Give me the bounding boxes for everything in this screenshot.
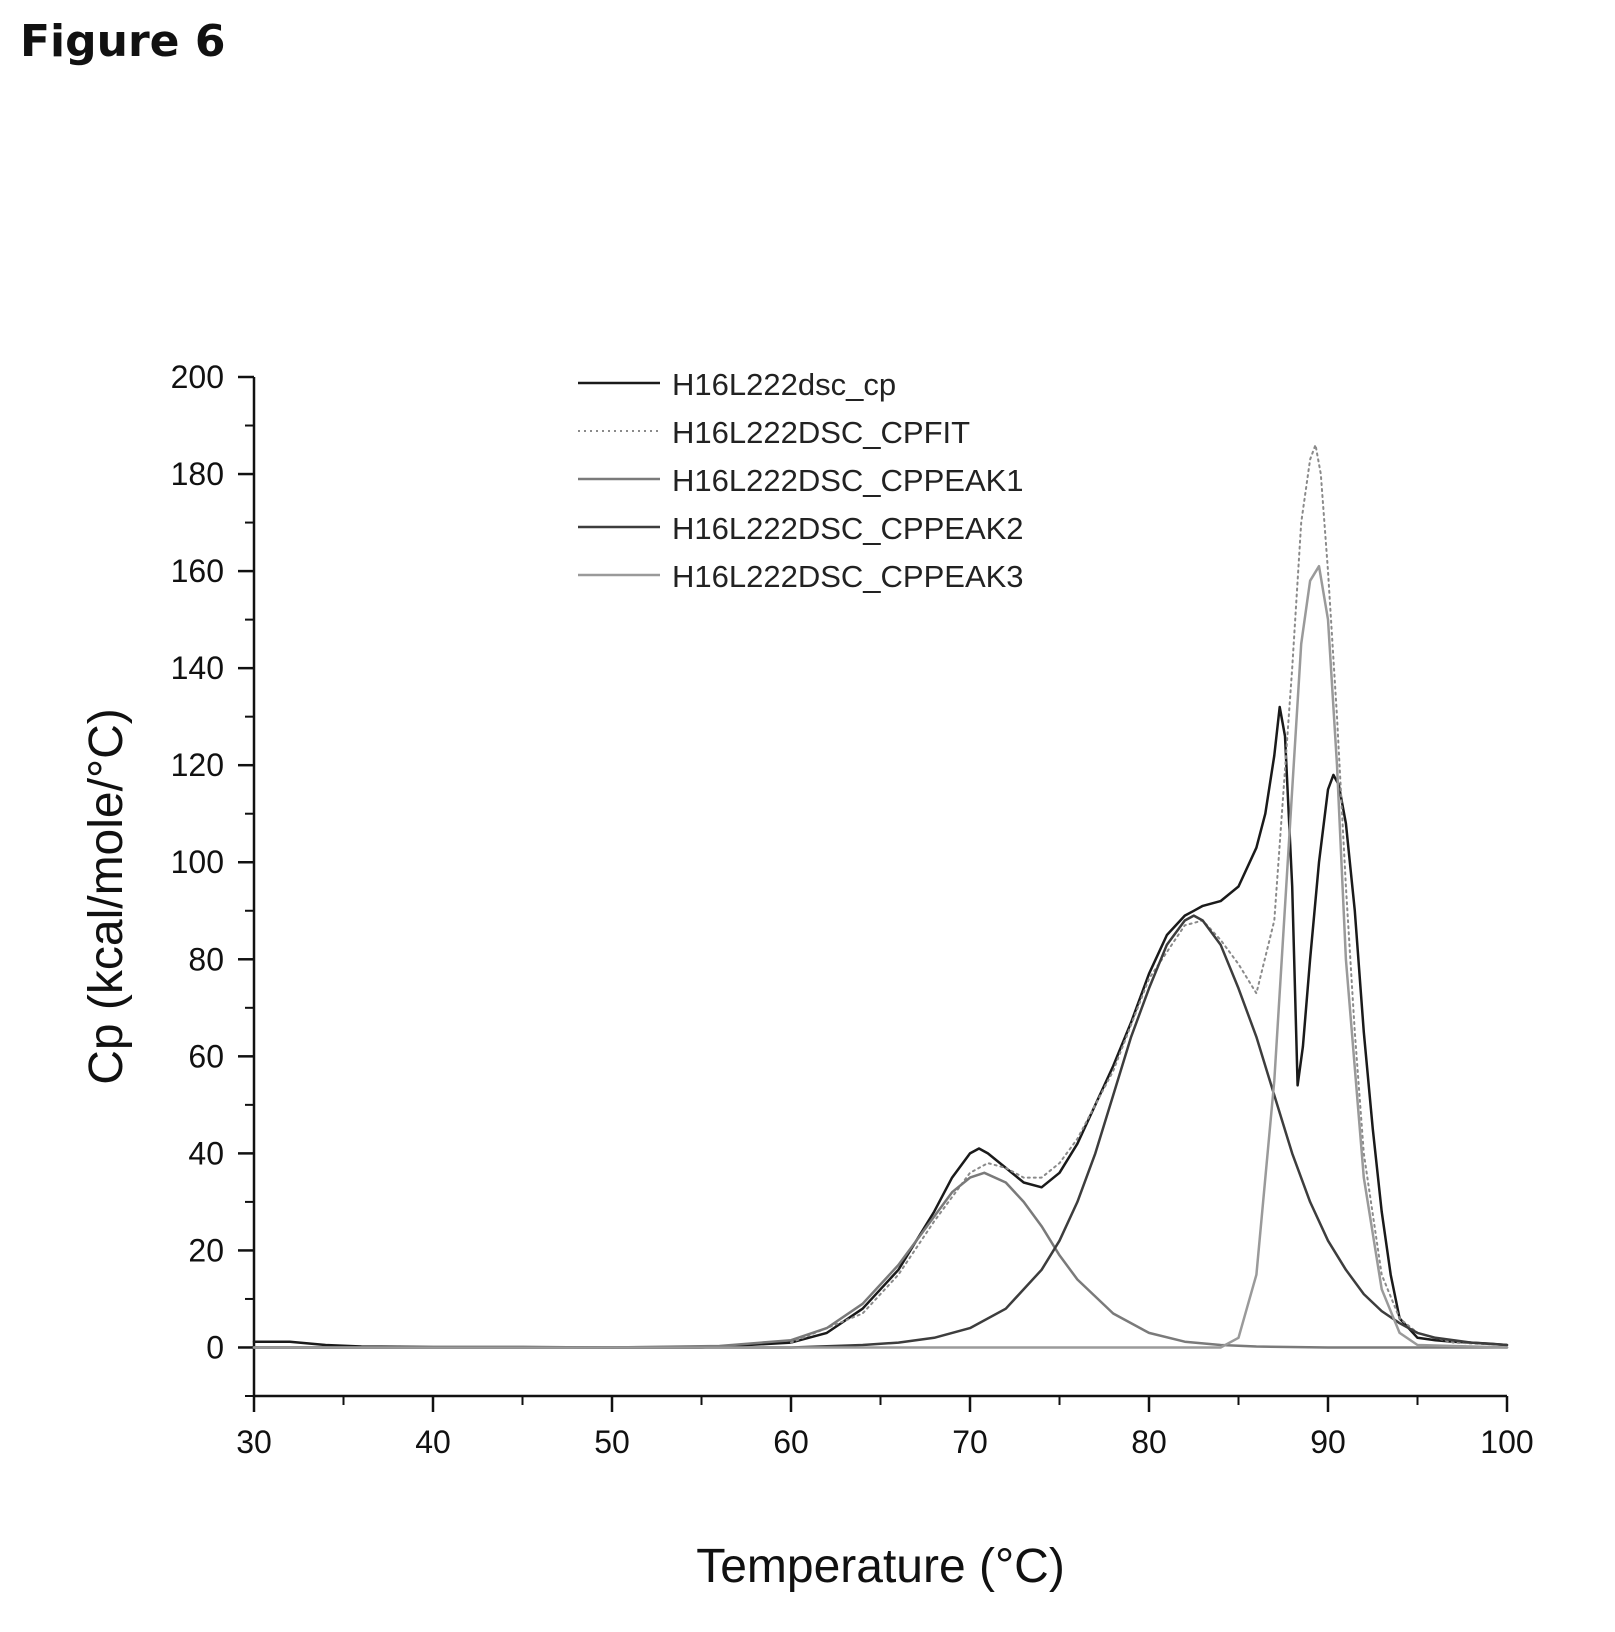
y-tick-label: 100 <box>171 844 224 880</box>
legend-label-3: H16L222DSC_CPPEAK1 <box>672 463 1024 498</box>
y-tick-label: 140 <box>171 650 224 686</box>
legend-label-2: H16L222DSC_CPFIT <box>672 415 970 450</box>
series-lines <box>252 443 1509 1349</box>
y-axis-label: Cp (kcal/mole/°C) <box>80 708 133 1085</box>
series-line-2 <box>790 443 1508 1346</box>
y-tick-label: 180 <box>171 456 224 492</box>
series-line-5 <box>252 564 1509 1349</box>
x-tick-label: 100 <box>1480 1424 1533 1460</box>
y-tick-label: 40 <box>188 1135 224 1171</box>
x-tick-label: 60 <box>773 1424 809 1460</box>
y-tick-label: 60 <box>188 1038 224 1074</box>
ticks: 0 20 40 60 80 100 120 140 160 180 200 30 40 50 60 70 80 9… <box>171 359 1534 1460</box>
legend-label-1: H16L222dsc_cp <box>672 367 896 402</box>
y-tick-label: 160 <box>171 553 224 589</box>
x-tick-label: 80 <box>1131 1424 1167 1460</box>
y-tick-label: 80 <box>188 941 224 977</box>
x-tick-label: 30 <box>236 1424 272 1460</box>
figure-title: Figure 6 <box>20 16 226 67</box>
x-tick-label: 40 <box>415 1424 451 1460</box>
series-line-4 <box>252 914 1509 1349</box>
x-tick-label: 90 <box>1310 1424 1346 1460</box>
y-tick-label: 120 <box>171 747 224 783</box>
legend: H16L222dsc_cp H16L222DSC_CPFIT H16L222DSC_… <box>578 367 1024 594</box>
x-tick-label: 50 <box>594 1424 630 1460</box>
series-line-3 <box>252 1171 1509 1349</box>
y-tick-label: 20 <box>188 1232 224 1268</box>
x-tick-label: 70 <box>952 1424 988 1460</box>
y-tick-label: 200 <box>171 359 224 395</box>
series-line-1 <box>252 705 1509 1349</box>
legend-label-4: H16L222DSC_CPPEAK2 <box>672 511 1024 546</box>
y-tick-label: 0 <box>206 1329 224 1365</box>
legend-label-5: H16L222DSC_CPPEAK3 <box>672 559 1024 594</box>
x-axis-label: Temperature (°C) <box>696 1540 1065 1593</box>
